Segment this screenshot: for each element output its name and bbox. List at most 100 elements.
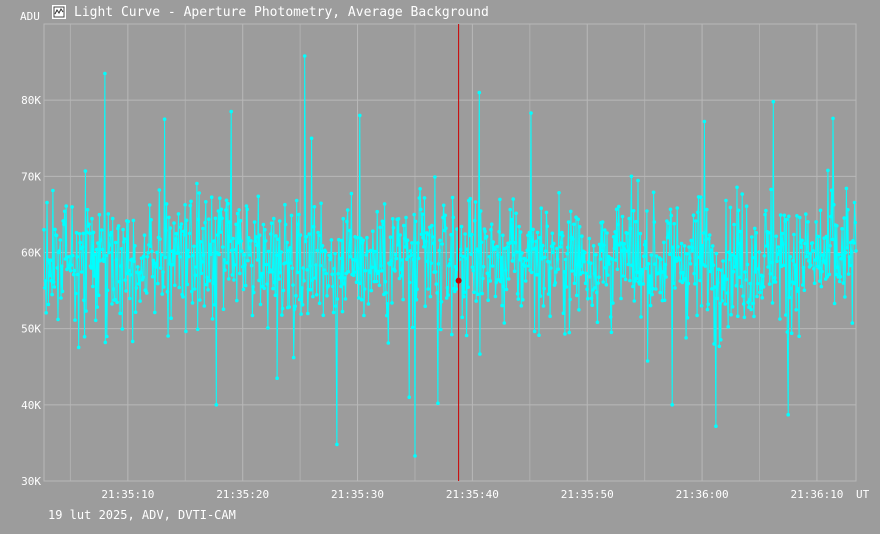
data-point — [153, 262, 158, 266]
data-point — [408, 249, 413, 253]
data-point — [50, 292, 54, 297]
data-point — [732, 222, 736, 227]
data-point — [516, 297, 521, 301]
data-point — [672, 222, 676, 226]
data-point — [722, 274, 727, 278]
data-point — [631, 209, 636, 213]
data-point — [192, 244, 196, 249]
data-point — [497, 229, 501, 234]
data-point — [539, 206, 543, 210]
data-point — [470, 232, 474, 237]
data-point — [846, 208, 850, 212]
data-point — [157, 188, 162, 192]
data-point — [441, 203, 446, 208]
light-curve-app-icon[interactable] — [52, 5, 66, 19]
data-point — [138, 299, 142, 303]
data-point — [376, 269, 381, 274]
data-point — [778, 317, 782, 321]
data-point — [200, 260, 204, 264]
data-point — [329, 238, 334, 242]
data-point — [320, 249, 324, 254]
data-point — [661, 270, 665, 274]
data-point — [272, 280, 277, 285]
data-point — [548, 314, 552, 319]
data-point — [243, 283, 248, 288]
data-point — [721, 259, 725, 263]
data-point — [652, 220, 657, 224]
data-point — [284, 261, 289, 265]
data-point — [311, 224, 316, 229]
data-point — [378, 225, 383, 230]
data-point — [682, 244, 687, 248]
data-point — [473, 200, 478, 204]
data-point — [428, 294, 433, 299]
data-point — [315, 248, 320, 253]
data-point — [171, 262, 176, 267]
data-point — [410, 241, 414, 245]
data-point — [596, 281, 600, 285]
data-point — [782, 213, 787, 218]
data-point — [691, 213, 696, 217]
data-point — [217, 252, 221, 257]
data-point — [295, 270, 300, 275]
data-point — [354, 258, 358, 263]
data-point — [500, 303, 504, 308]
data-point — [559, 241, 563, 245]
data-point — [57, 249, 62, 253]
data-point — [373, 268, 378, 273]
data-point — [261, 222, 266, 227]
data-point — [502, 321, 507, 325]
data-point — [594, 290, 599, 295]
data-point — [74, 230, 79, 235]
data-point — [572, 281, 577, 286]
data-point — [736, 314, 740, 319]
data-point — [410, 325, 415, 330]
data-point — [407, 280, 412, 285]
data-point — [653, 262, 657, 266]
data-point — [694, 262, 699, 267]
data-point — [515, 250, 519, 254]
data-point — [277, 219, 282, 223]
data-point — [375, 209, 380, 214]
data-point — [422, 196, 427, 200]
axis-layer: 30K 40K 50K 60K 70K 80K 21:35:10 21:35:20 21:35:… — [20, 10, 870, 501]
data-point — [307, 232, 312, 236]
data-point — [487, 273, 491, 278]
data-point — [42, 286, 47, 290]
data-point — [827, 272, 832, 277]
data-point — [234, 222, 238, 227]
data-point — [560, 234, 565, 238]
data-point — [136, 265, 140, 269]
data-point — [821, 253, 825, 257]
data-point — [228, 239, 232, 243]
data-point — [56, 317, 60, 322]
data-point — [317, 301, 322, 306]
data-point — [641, 282, 645, 286]
data-point — [741, 294, 745, 298]
data-point — [357, 296, 361, 300]
data-point — [555, 257, 560, 261]
data-point — [588, 275, 592, 279]
data-point — [601, 280, 606, 284]
data-point — [186, 248, 190, 253]
data-point — [600, 248, 604, 253]
chart-title: Light Curve - Aperture Photometry, Avera… — [74, 4, 489, 20]
data-point — [439, 300, 444, 304]
data-point — [550, 231, 555, 236]
data-point — [753, 226, 757, 231]
data-point — [218, 230, 223, 234]
data-point — [447, 262, 452, 266]
data-point — [775, 259, 779, 264]
data-point — [455, 227, 459, 231]
data-point — [280, 313, 284, 317]
data-point — [321, 313, 326, 318]
data-point — [493, 294, 498, 299]
data-point — [281, 288, 286, 293]
data-point — [301, 266, 306, 270]
data-point — [79, 270, 84, 274]
data-point — [91, 284, 95, 289]
data-point — [125, 271, 130, 276]
data-point — [212, 303, 217, 307]
data-point — [352, 270, 357, 275]
